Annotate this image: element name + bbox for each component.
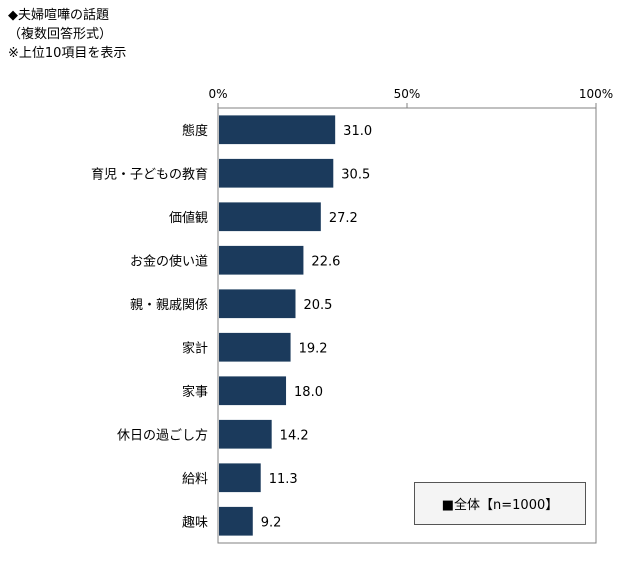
chart-note: ※上位10項目を表示 xyxy=(8,46,127,61)
category-label: 休日の過ごし方 xyxy=(117,427,208,443)
bar xyxy=(219,245,304,275)
category-label: 親・親戚関係 xyxy=(130,298,208,313)
value-label: 20.5 xyxy=(303,298,332,313)
bar xyxy=(219,158,334,188)
category-label: 趣味 xyxy=(182,515,208,530)
bar xyxy=(219,332,291,362)
x-tick-label: 0% xyxy=(208,87,227,101)
value-label: 27.2 xyxy=(329,211,358,226)
value-label: 31.0 xyxy=(343,124,372,139)
bar xyxy=(219,202,321,232)
value-label: 14.2 xyxy=(280,428,309,443)
legend: ■全体【n=1000】 xyxy=(414,482,586,525)
category-label: 育児・子どもの教育 xyxy=(91,166,208,182)
category-label: 給料 xyxy=(182,472,208,487)
x-tick-label: 50% xyxy=(394,87,421,101)
category-label: 態度 xyxy=(182,123,208,139)
bar xyxy=(219,115,336,145)
value-label: 11.3 xyxy=(269,472,298,487)
chart-title-block: ◆夫婦喧嘩の話題 （複数回答形式） ※上位10項目を表示 xyxy=(8,6,126,63)
value-label: 30.5 xyxy=(341,167,370,182)
category-label: 家事 xyxy=(182,384,208,400)
category-label: お金の使い道 xyxy=(130,253,208,269)
bar xyxy=(219,463,261,493)
value-label: 9.2 xyxy=(261,515,282,530)
x-tick-label: 100% xyxy=(579,87,613,101)
bar xyxy=(219,289,296,319)
chart-title: ◆夫婦喧嘩の話題 xyxy=(8,8,109,23)
legend-entry: ■全体【n=1000】 xyxy=(441,498,559,513)
category-label: 価値観 xyxy=(169,210,208,226)
bar xyxy=(219,419,272,449)
value-label: 19.2 xyxy=(299,341,328,356)
bar xyxy=(219,506,253,536)
chart-subtitle: （複数回答形式） xyxy=(8,27,113,42)
value-label: 22.6 xyxy=(311,254,340,269)
bar xyxy=(219,376,287,406)
value-label: 18.0 xyxy=(294,385,323,400)
category-label: 家計 xyxy=(182,340,208,356)
